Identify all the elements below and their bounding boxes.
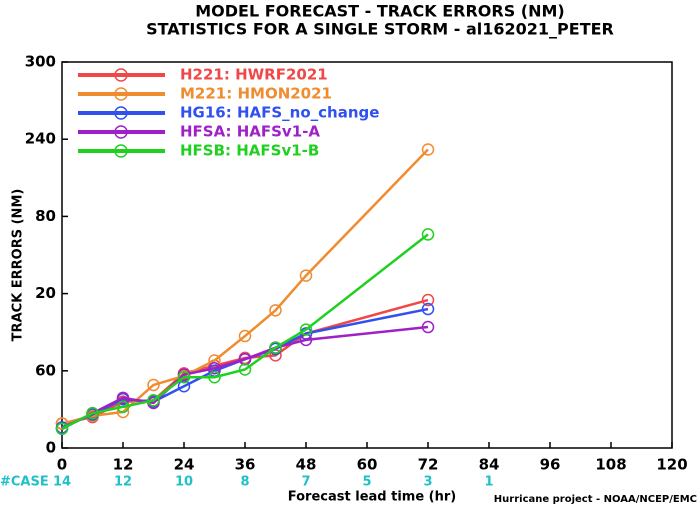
series-marker bbox=[421, 320, 435, 334]
series-marker bbox=[421, 228, 435, 241]
case-label: #CASE bbox=[0, 475, 49, 490]
case-count: 5 bbox=[362, 475, 371, 490]
y-tick-label: 60 bbox=[35, 361, 56, 379]
y-tick-label: 300 bbox=[25, 53, 56, 71]
x-tick-label: 120 bbox=[656, 456, 687, 474]
legend-label: HFSB: HAFSv1-B bbox=[180, 142, 319, 160]
series-line bbox=[61, 148, 429, 425]
x-tick-label: 60 bbox=[357, 456, 378, 474]
y-tick-label: 240 bbox=[25, 130, 56, 148]
series-marker bbox=[299, 269, 313, 282]
series-marker bbox=[208, 370, 221, 384]
footer: Hurricane project - NOAA/NCEP/EMC bbox=[494, 494, 697, 505]
legend-marker bbox=[114, 87, 128, 101]
x-tick-label: 108 bbox=[595, 456, 626, 474]
series-marker bbox=[86, 407, 99, 420]
case-count: 10 bbox=[175, 475, 193, 490]
case-count: 12 bbox=[114, 475, 132, 490]
series-line bbox=[61, 325, 429, 430]
x-axis-label: Forecast lead time (hr) bbox=[288, 490, 456, 505]
x-tick-label: 24 bbox=[174, 456, 195, 474]
chart-title: MODEL FORECAST - TRACK ERRORS (NM) bbox=[195, 2, 564, 21]
x-tick-label: 96 bbox=[540, 456, 561, 474]
legend-marker bbox=[114, 125, 128, 139]
legend-label: M221: HMON2021 bbox=[180, 85, 332, 103]
case-count: 7 bbox=[301, 475, 310, 490]
series-marker bbox=[116, 391, 130, 405]
series-marker bbox=[238, 363, 252, 376]
x-tick-label: 72 bbox=[418, 456, 439, 474]
series-marker bbox=[208, 361, 221, 375]
series-marker bbox=[177, 370, 191, 384]
series-marker bbox=[147, 394, 160, 407]
chart-subtitle: STATISTICS FOR A SINGLE STORM - al162021… bbox=[146, 20, 614, 39]
series-line bbox=[61, 298, 429, 425]
series-marker bbox=[269, 341, 282, 354]
legend-label: HG16: HAFS_no_change bbox=[180, 104, 379, 122]
legend-marker bbox=[114, 68, 128, 82]
case-count: 14 bbox=[53, 475, 71, 490]
series-marker bbox=[55, 417, 69, 430]
y-tick-label: 0 bbox=[46, 439, 56, 457]
y-tick-label: 20 bbox=[35, 284, 56, 302]
series-marker bbox=[55, 422, 69, 435]
series-marker bbox=[299, 323, 313, 336]
x-tick-label: 48 bbox=[296, 456, 317, 474]
case-count: 1 bbox=[484, 475, 493, 490]
legend-label: H221: HWRF2021 bbox=[180, 66, 328, 84]
series-marker bbox=[269, 304, 282, 317]
series-line bbox=[61, 233, 429, 430]
case-count: 3 bbox=[423, 475, 432, 490]
y-axis-label: TRACK ERRORS (NM) bbox=[11, 189, 26, 342]
series-marker bbox=[238, 329, 252, 343]
series-marker bbox=[116, 400, 130, 414]
series-marker bbox=[147, 378, 160, 392]
legend-marker bbox=[114, 144, 128, 158]
x-tick-label: 12 bbox=[113, 456, 134, 474]
x-tick-label: 0 bbox=[57, 456, 67, 474]
y-tick-label: 80 bbox=[35, 207, 56, 225]
x-tick-label: 84 bbox=[479, 456, 500, 474]
case-count: 8 bbox=[240, 475, 249, 490]
legend-marker bbox=[114, 106, 128, 120]
series-marker bbox=[421, 143, 435, 156]
series-marker bbox=[421, 293, 435, 307]
x-tick-label: 36 bbox=[235, 456, 256, 474]
series-marker bbox=[421, 302, 435, 316]
legend-label: HFSA: HAFSv1-A bbox=[180, 123, 320, 141]
